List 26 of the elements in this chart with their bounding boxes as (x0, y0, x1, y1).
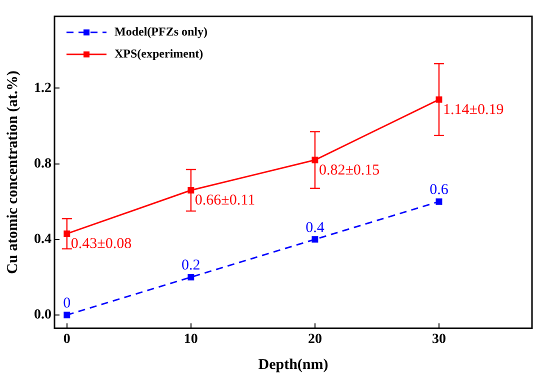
data-label: 0.4 (306, 220, 325, 236)
point (64, 230, 70, 237)
data-label: 0 (63, 295, 71, 312)
x-axis-title: Depth(nm) (258, 356, 328, 373)
x-tick-label: 30 (432, 332, 446, 348)
point (188, 274, 194, 280)
y-tick-label: 1.2 (34, 80, 52, 96)
y-tick-label: 0.0 (34, 308, 52, 323)
data-label: 0.66±0.11 (194, 192, 256, 209)
legend-label: Model(PFZs only) (114, 24, 208, 38)
data-label: 1.14±0.19 (442, 102, 504, 118)
data-label: 0.2 (182, 258, 200, 274)
y-tick-label: 0.4 (34, 232, 52, 247)
data-label: 0.43±0.08 (70, 236, 132, 252)
x-tick-label: 0 (63, 332, 70, 348)
point (312, 236, 318, 243)
point (188, 187, 194, 194)
y-tick-label: 0.8 (34, 156, 52, 172)
point (436, 198, 442, 205)
x-tick-label: 10 (184, 332, 198, 348)
y-axis-title: Cu atomic concentration (at.%) (4, 70, 21, 274)
x-tick-label: 20 (308, 332, 322, 348)
point (64, 312, 70, 318)
data-label: 0.82±0.15 (318, 162, 380, 178)
legend-label: XPS(experiment) (114, 46, 204, 60)
data-label: 0.6 (430, 182, 449, 198)
